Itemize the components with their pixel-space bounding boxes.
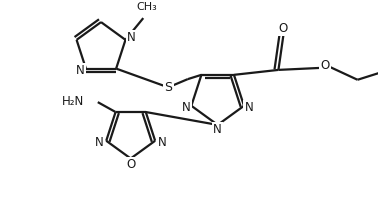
Text: O: O <box>126 158 135 171</box>
Text: N: N <box>213 123 222 136</box>
Text: N: N <box>182 101 191 114</box>
Text: H₂N: H₂N <box>62 95 84 108</box>
Text: N: N <box>158 136 166 149</box>
Text: N: N <box>76 64 84 77</box>
Text: N: N <box>245 101 253 114</box>
Text: N: N <box>95 136 104 149</box>
Text: N: N <box>127 31 136 44</box>
Text: CH₃: CH₃ <box>137 2 158 12</box>
Text: S: S <box>164 81 172 94</box>
Text: O: O <box>279 22 288 35</box>
Text: O: O <box>320 59 329 72</box>
